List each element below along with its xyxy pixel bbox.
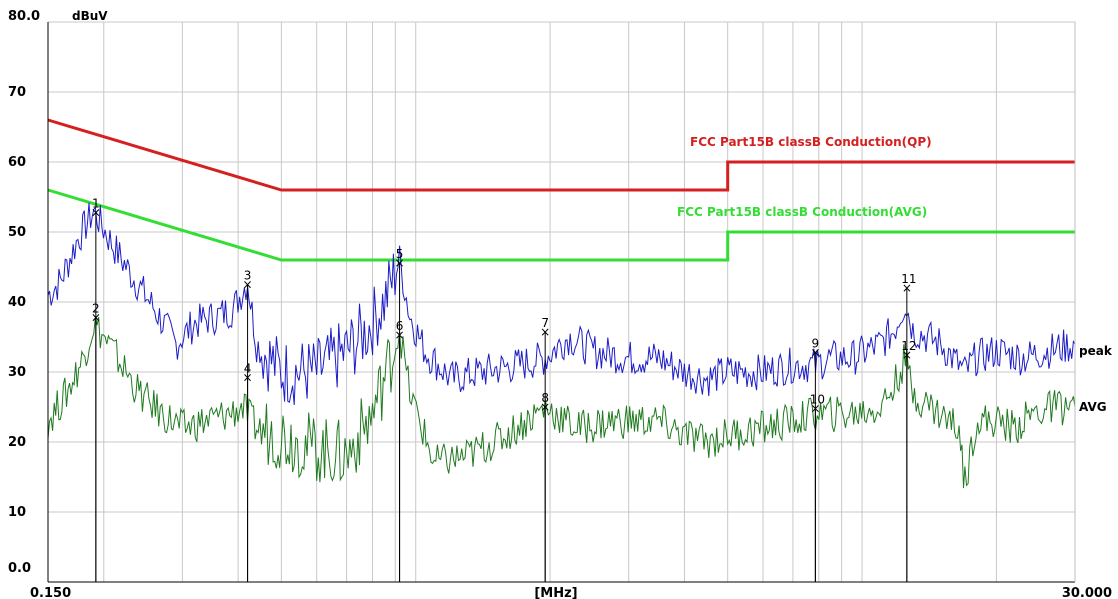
marker-label-1: 1 [92,196,100,210]
y-tick-label: 60 [8,155,26,170]
marker-label-5: 5 [396,247,404,261]
series-label-peak: peak [1079,344,1113,358]
limit-line-qp [47,118,1075,192]
limit-label-avg: FCC Part15B classB Conduction(AVG) [677,205,927,219]
y-tick-label: 80.0 [8,9,40,24]
marker-cross-10: × [810,401,820,415]
markers: ×1×2×3×4×5×6 ×7×8×9×10×11×12 [91,196,916,582]
marker-cross-2: × [91,310,101,324]
y-tick-label: 20 [8,435,26,450]
x-tick-label-left: 0.150 [30,586,71,599]
series-label-avg: AVG [1079,400,1107,414]
marker-label-4: 4 [244,362,252,376]
marker-cross-7: × [540,325,550,339]
marker-cross-1: × [91,205,101,219]
marker-label-2: 2 [92,301,100,315]
y-tick-label: 30 [8,365,26,380]
marker-label-9: 9 [812,336,820,350]
x-axis-unit: [MHz] [534,586,577,599]
marker-label-8: 8 [541,391,549,405]
marker-cross-4: × [243,371,253,385]
limit-line-avg [47,188,1075,262]
marker-label-12: 12 [901,339,916,353]
marker-cross-11: × [902,281,912,295]
labels: 0.0 10 20 30 40 50 60 70 80.0 dBuV 0.150 30.000 [MHz… [8,9,1113,599]
marker-cross-9: × [810,345,820,359]
marker-cross-5: × [395,256,405,270]
marker-label-6: 6 [396,319,404,333]
axes [47,22,1076,583]
limit-label-qp: FCC Part15B classB Conduction(QP) [690,135,932,149]
y-tick-label: 10 [8,505,26,520]
marker-cross-6: × [395,328,405,342]
y-tick-label: 0.0 [8,561,31,576]
marker-label-3: 3 [244,269,252,283]
marker-cross-12: × [902,348,912,362]
y-tick-label: 70 [8,85,26,100]
marker-cross-8: × [540,400,550,414]
y-tick-label: 40 [8,295,26,310]
marker-cross-3: × [243,278,253,292]
x-tick-label-right: 30.000 [1062,586,1112,599]
marker-label-11: 11 [901,272,916,286]
y-tick-label: 50 [8,225,26,240]
limit-lines [47,118,1075,262]
y-axis-unit: dBuV [72,9,108,23]
marker-label-10: 10 [810,392,825,406]
series-line-peak [47,202,1076,405]
marker-label-7: 7 [541,316,549,330]
